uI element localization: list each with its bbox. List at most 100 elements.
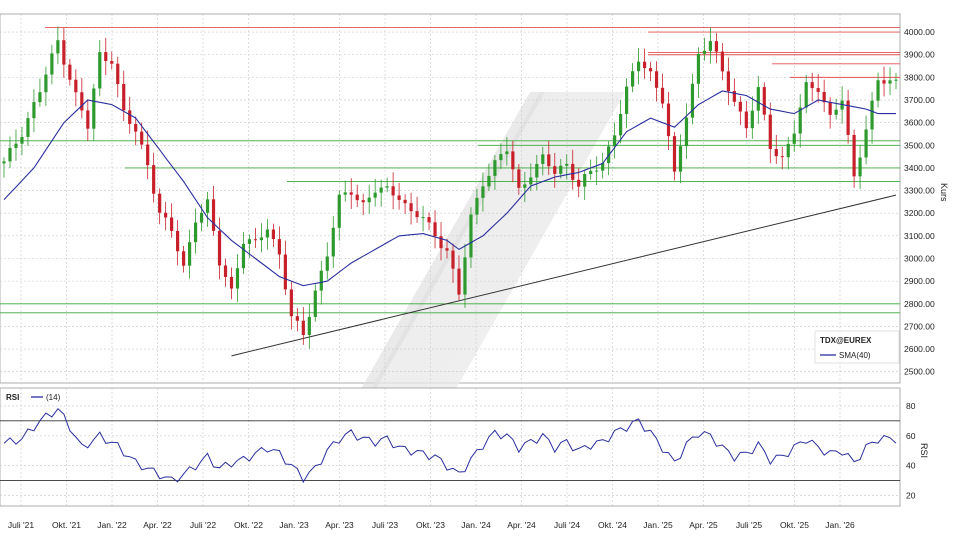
- candle-body: [774, 149, 778, 157]
- candle-body: [798, 107, 802, 134]
- x-tick-label: Okt. '25: [780, 520, 809, 530]
- candle-body: [846, 100, 850, 135]
- candle-body: [882, 80, 886, 84]
- candle-body: [535, 163, 539, 178]
- candle-body: [505, 151, 509, 155]
- candle-body: [217, 230, 222, 266]
- candle-body: [92, 88, 96, 129]
- rsi-y-tick-label: 80: [906, 401, 916, 411]
- rsi-plot-frame: [0, 387, 901, 507]
- candle-body: [313, 290, 317, 317]
- candle-body: [277, 239, 281, 255]
- candle-body: [792, 133, 796, 144]
- candle-body: [493, 160, 497, 176]
- candle-body: [307, 316, 311, 336]
- sma-line: [3, 90, 896, 287]
- y-tick-label: 2500.00: [904, 367, 935, 377]
- x-tick-label: Jan. '24: [461, 520, 491, 530]
- x-tick-label: Juli '22: [190, 520, 216, 530]
- candle-body: [241, 243, 246, 269]
- candle-body: [666, 103, 671, 137]
- y-tick-label: 3800.00: [904, 72, 935, 82]
- candle-body: [625, 86, 629, 114]
- candle-body: [786, 143, 790, 158]
- candle-body: [295, 316, 299, 321]
- x-tick-label: Jan. '25: [643, 520, 673, 530]
- candle-body: [870, 100, 874, 130]
- candle-body: [385, 186, 389, 188]
- candle-body: [32, 102, 36, 119]
- candle-body: [571, 163, 575, 180]
- candle-body: [8, 147, 12, 162]
- rsi-y-tick-label: 60: [906, 431, 916, 441]
- candle-body: [337, 194, 341, 228]
- candle-body: [888, 80, 892, 84]
- candle-body: [271, 229, 275, 240]
- candle-body: [187, 242, 192, 266]
- candle-body: [433, 222, 437, 237]
- candle-body: [565, 163, 569, 166]
- candle-body: [595, 170, 599, 172]
- candle-body: [678, 146, 683, 172]
- candle-body: [170, 217, 174, 231]
- candle-body: [894, 79, 898, 81]
- candle-body: [547, 154, 551, 167]
- candle-body: [864, 129, 868, 158]
- candle-body: [499, 154, 503, 161]
- candle-body: [176, 230, 180, 252]
- candle-body: [283, 254, 287, 290]
- candle-body: [355, 194, 359, 201]
- candle-body: [684, 117, 689, 147]
- candle-body: [816, 88, 820, 92]
- instrument-label: TDX@EUREX: [820, 336, 872, 345]
- candle-body: [619, 113, 623, 136]
- candle-body: [199, 212, 204, 223]
- candle-body: [708, 41, 713, 51]
- candle-body: [463, 257, 467, 295]
- candle-body: [654, 71, 659, 88]
- candle-body: [181, 251, 186, 266]
- candle-body: [852, 134, 856, 177]
- candle-body: [253, 239, 258, 241]
- rsi-legend: RSI (14): [6, 393, 61, 402]
- candle-body: [613, 135, 617, 147]
- candle-body: [762, 87, 766, 115]
- candle-body: [553, 166, 557, 174]
- y-tick-label: 3400.00: [904, 163, 935, 173]
- candle-body: [211, 199, 216, 231]
- candle-body: [577, 179, 581, 187]
- candle-body: [56, 40, 60, 54]
- candle-body: [367, 197, 371, 203]
- candle-body: [319, 270, 323, 291]
- candle-body: [193, 222, 198, 243]
- candle-body: [601, 163, 605, 171]
- candle-body: [732, 91, 736, 102]
- candle-body: [720, 51, 724, 72]
- candle-body: [331, 227, 335, 257]
- candle-body: [122, 84, 126, 111]
- candle-body: [235, 268, 240, 289]
- candle-body: [690, 83, 695, 118]
- y-tick-label: 3200.00: [904, 208, 935, 218]
- x-tick-label: Apr. '22: [143, 520, 172, 530]
- rsi-label: RSI: [6, 393, 19, 402]
- candle-body: [858, 157, 862, 177]
- x-tick-label: Apr. '24: [507, 520, 536, 530]
- candle-body: [750, 110, 754, 129]
- x-tick-label: Okt. '23: [416, 520, 445, 530]
- y-tick-label: 2800.00: [904, 299, 935, 309]
- candle-body: [421, 217, 425, 219]
- y-tick-label: 3100.00: [904, 231, 935, 241]
- candle-body: [876, 80, 880, 101]
- candle-body: [541, 154, 545, 164]
- candle-body: [427, 217, 431, 223]
- candle-body: [343, 192, 347, 195]
- candle-body: [487, 175, 491, 187]
- y-tick-label: 3000.00: [904, 253, 935, 263]
- candle-body: [373, 192, 377, 198]
- y-tick-label: 3500.00: [904, 140, 935, 150]
- candle-body: [696, 53, 701, 84]
- candle-body: [756, 87, 760, 111]
- candle-body: [415, 211, 419, 218]
